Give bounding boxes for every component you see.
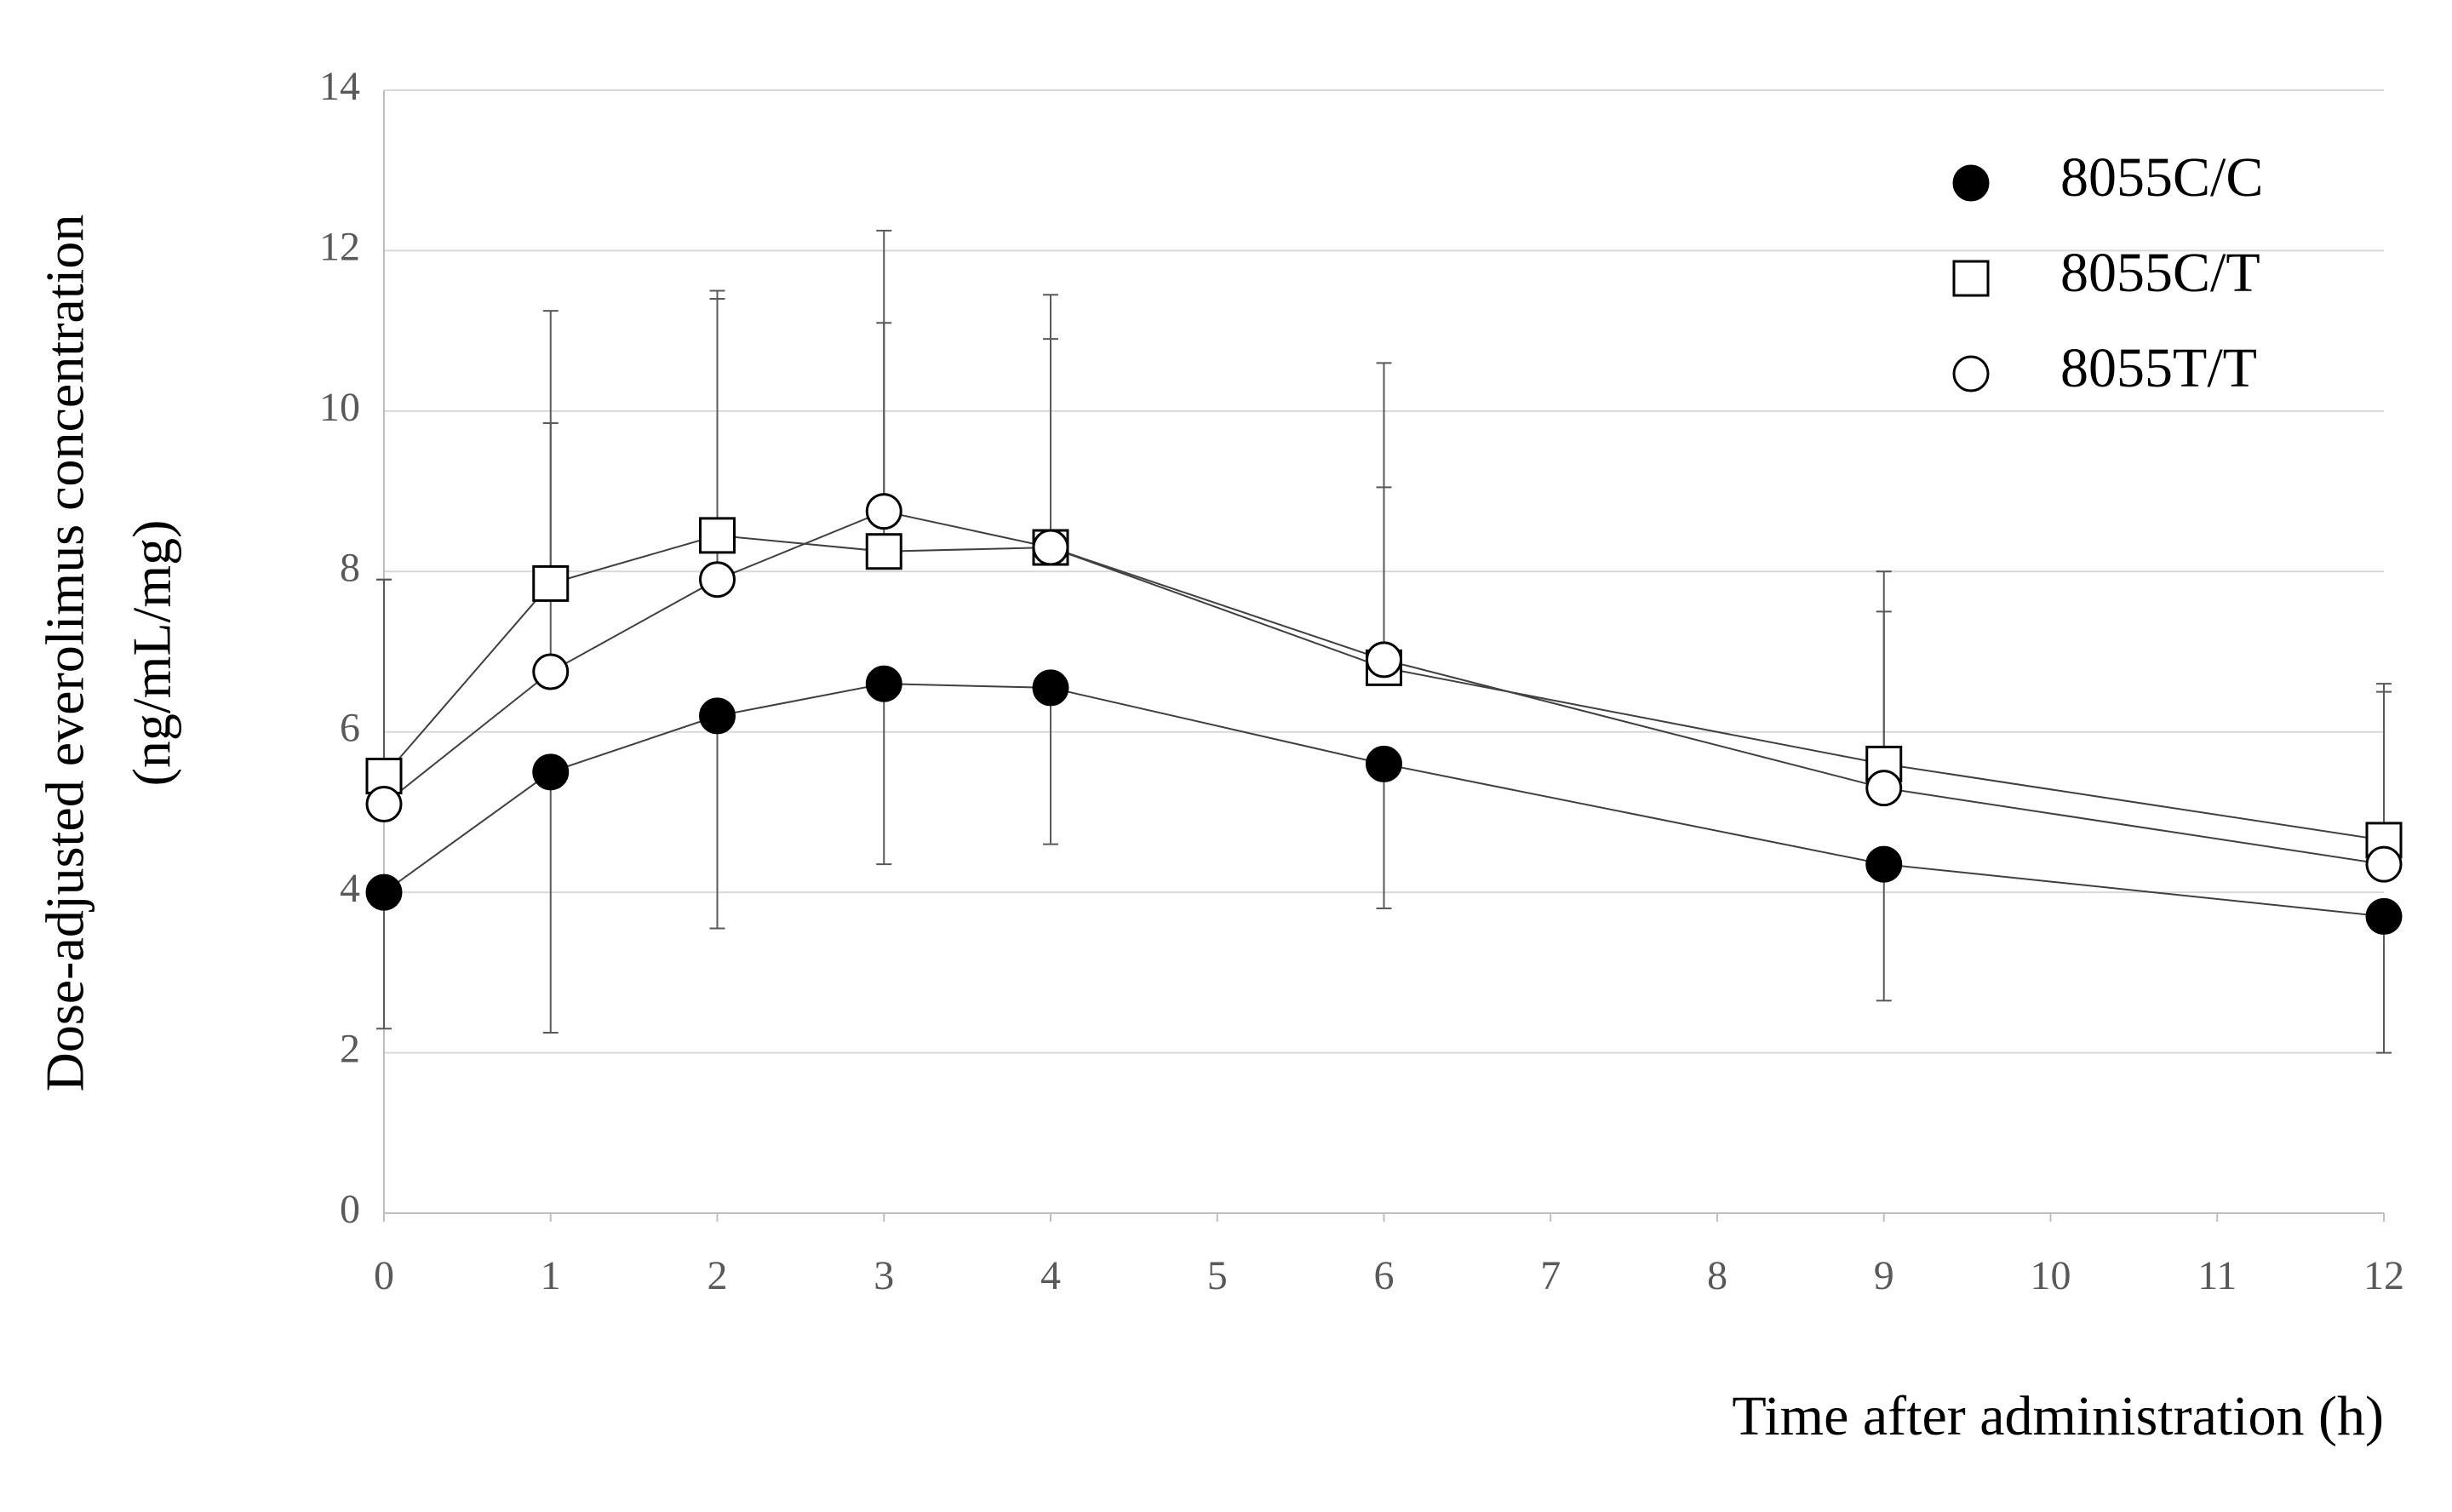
x-axis-label: Time after administration (h) [1732, 1385, 2384, 1447]
series-line [383, 683, 2385, 918]
marker [1865, 770, 1903, 807]
marker [532, 653, 570, 690]
y-tick-label: 6 [340, 706, 360, 751]
y-tick-label: 4 [340, 866, 360, 911]
x-tick-label: 0 [374, 1253, 394, 1298]
marker [865, 493, 902, 530]
x-tick-label: 3 [874, 1253, 894, 1298]
legend-marker [1952, 164, 1990, 202]
x-tick-label: 6 [1374, 1253, 1395, 1298]
marker [1032, 529, 1069, 566]
x-tick-label: 9 [1874, 1253, 1894, 1298]
marker [2365, 845, 2403, 883]
y-tick-label: 14 [319, 64, 360, 109]
x-tick-label: 12 [2363, 1253, 2404, 1298]
marker [865, 665, 902, 702]
marker [1366, 745, 1402, 782]
marker [699, 517, 736, 554]
x-tick-label: 1 [541, 1253, 561, 1298]
series-line [383, 510, 2385, 866]
marker [1865, 845, 1903, 883]
x-tick-label: 7 [1540, 1253, 1561, 1298]
y-tick-label: 8 [340, 545, 360, 590]
marker [365, 786, 403, 823]
legend-marker [1952, 355, 1990, 392]
x-tick-label: 8 [1707, 1253, 1727, 1298]
marker [1032, 669, 1069, 707]
x-tick-label: 2 [708, 1253, 728, 1298]
y-tick-label: 0 [340, 1187, 360, 1232]
y-axis-label: (ng/mL/mg) [122, 520, 182, 787]
marker [699, 697, 736, 735]
marker [532, 564, 570, 602]
marker [365, 873, 403, 911]
x-tick-label: 10 [2031, 1253, 2071, 1298]
x-tick-label: 11 [2197, 1253, 2237, 1298]
x-tick-label: 4 [1040, 1253, 1061, 1298]
y-axis-label: Dose-adjusted everolimus concentration [35, 215, 95, 1092]
marker [532, 753, 570, 791]
marker [865, 533, 902, 570]
series-line [383, 534, 2385, 841]
x-tick-label: 5 [1207, 1253, 1228, 1298]
marker [1366, 641, 1402, 679]
y-tick-label: 12 [319, 224, 360, 269]
legend-label: 8055T/T [2060, 337, 2257, 399]
y-tick-label: 2 [340, 1027, 360, 1072]
marker [2365, 897, 2403, 935]
marker [699, 561, 736, 598]
legend-label: 8055C/C [2060, 146, 2263, 209]
legend-marker [1952, 260, 1990, 297]
y-tick-label: 10 [319, 385, 360, 430]
legend-label: 8055C/T [2060, 242, 2260, 304]
